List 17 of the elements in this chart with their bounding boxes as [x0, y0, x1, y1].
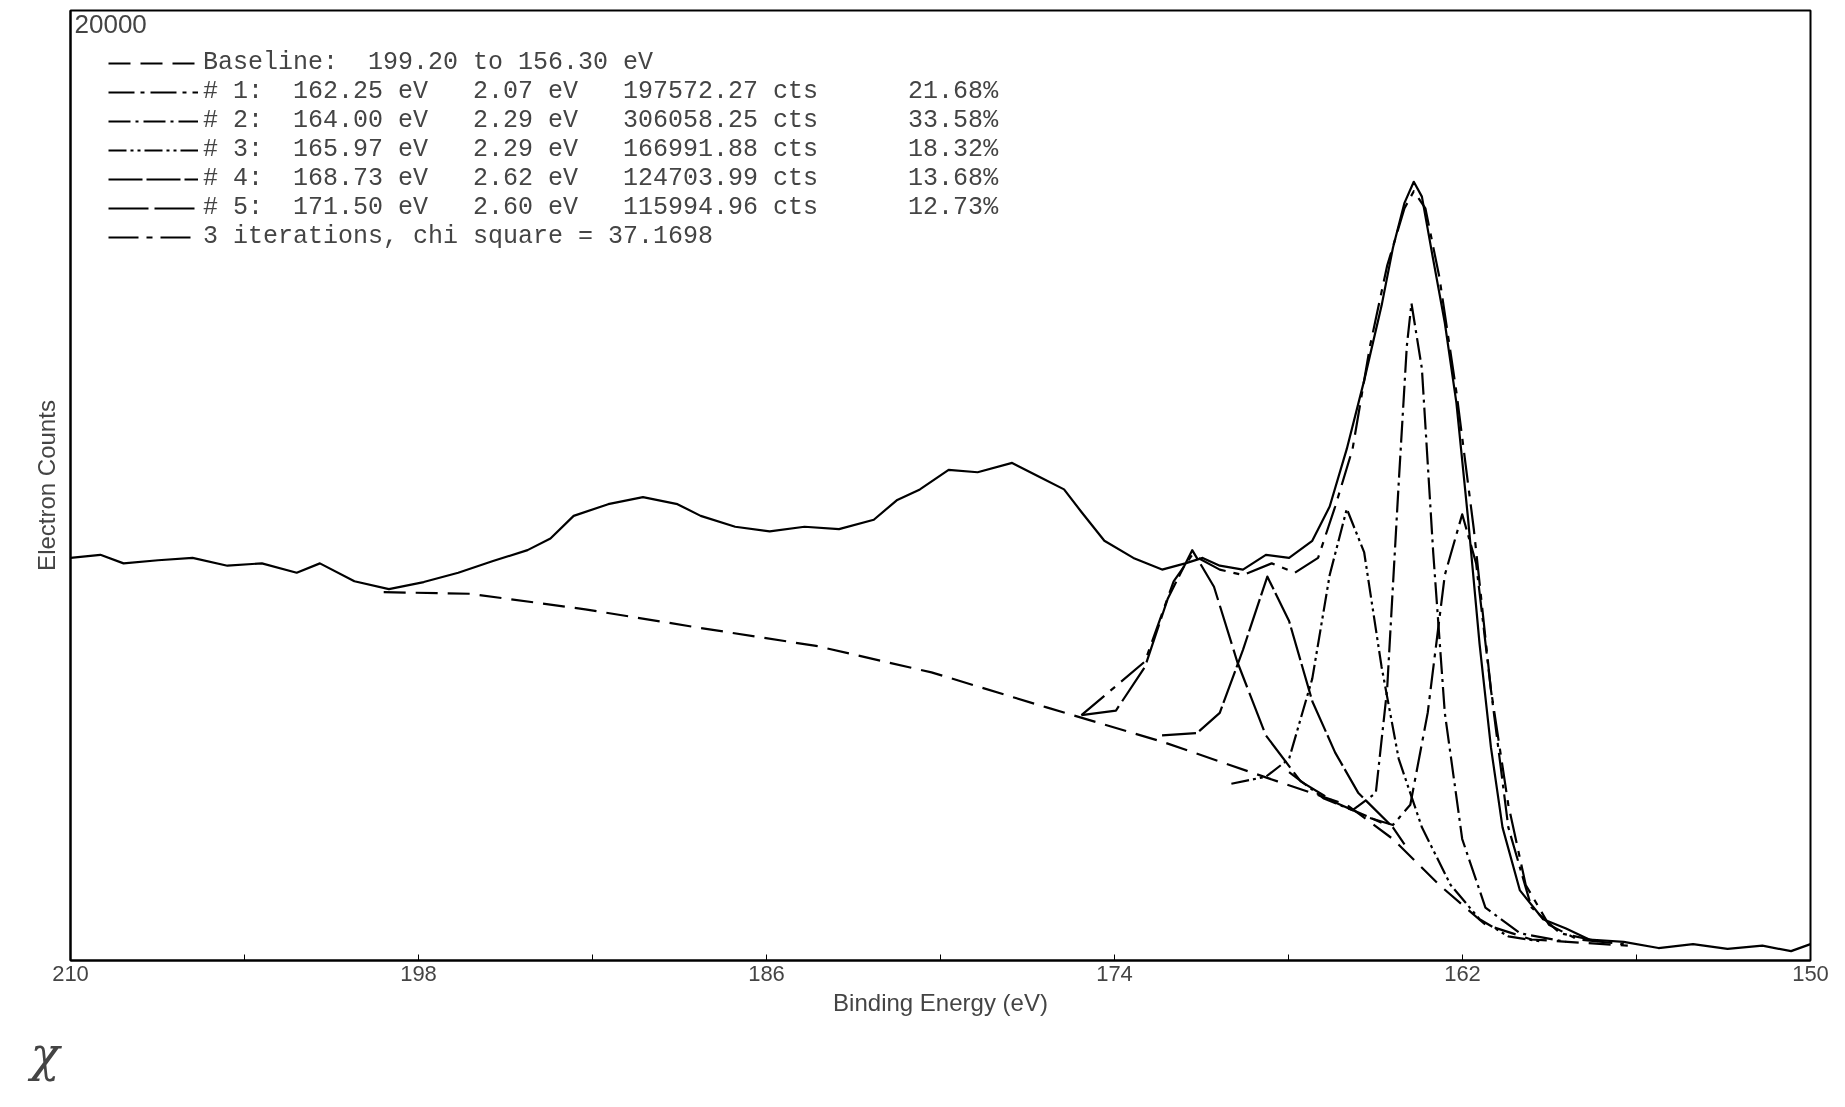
- legend-label: # 3: 165.97 eV 2.29 eV 166991.88 cts 18.32%: [203, 135, 999, 164]
- text: 20000: [74, 8, 147, 39]
- x-tick-label: 210: [52, 960, 89, 986]
- x-tick-label: 198: [400, 960, 437, 986]
- legend-label: # 2: 164.00 eV 2.29 eV 306058.25 cts 33.58%: [203, 106, 999, 135]
- x-tick-label: 150: [1792, 960, 1829, 986]
- legend-label: # 4: 168.73 eV 2.62 eV 124703.99 cts 13.68%: [203, 164, 999, 193]
- x-tick-label: 174: [1096, 960, 1133, 986]
- legend-label: 3 iterations, chi square = 37.1698: [203, 222, 714, 251]
- legend-label: # 1: 162.25 eV 2.07 eV 197572.27 cts 21.68%: [203, 77, 999, 106]
- x-tick-label: 186: [748, 960, 785, 986]
- legend-label: # 5: 171.50 eV 2.60 eV 115994.96 cts 12.73%: [203, 193, 999, 222]
- x-axis-title: Binding Energy (eV): [833, 988, 1048, 1016]
- legend-label: Baseline: 199.20 to 156.30 eV: [203, 48, 654, 77]
- y-axis-title: Electron Counts: [32, 400, 60, 571]
- text: χ: [27, 1025, 63, 1082]
- x-tick-label: 162: [1444, 960, 1481, 986]
